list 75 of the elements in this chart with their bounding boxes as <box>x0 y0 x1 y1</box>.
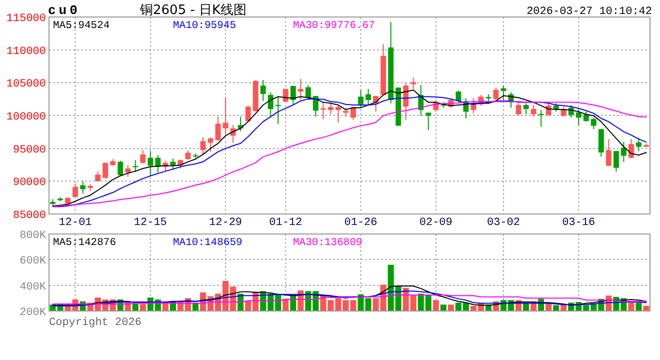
y-tick-label: 400K <box>20 281 46 294</box>
candlestick <box>621 141 626 162</box>
y-tick-label: 800K <box>20 230 46 242</box>
candlestick <box>456 90 462 103</box>
candlestick <box>598 128 604 158</box>
y-tick-label: 115000 <box>6 13 46 25</box>
candlestick <box>538 109 544 128</box>
x-tick-label: 03-02 <box>487 217 520 229</box>
candlestick <box>628 138 634 159</box>
candlestick <box>305 84 311 101</box>
y-tick-label: 110000 <box>6 46 46 58</box>
candlestick <box>260 79 266 102</box>
candlestick <box>268 92 274 116</box>
candlestick <box>403 82 409 121</box>
x-tick-label: 01-26 <box>344 217 378 229</box>
text: MA10:148659 <box>173 237 242 249</box>
text: Copyright 2026 <box>49 317 142 329</box>
candlestick <box>546 102 552 116</box>
x-tick-label: 01-12 <box>269 217 302 229</box>
line-series <box>52 294 647 304</box>
y-tick-label: 85000 <box>12 210 46 222</box>
candlestick <box>275 96 281 125</box>
candlestick <box>636 137 642 152</box>
text: MA5:94524 <box>53 20 110 32</box>
y-tick-label: 90000 <box>12 177 46 190</box>
y-tick-label: 95000 <box>12 144 46 156</box>
chart-title: 铜2605 - 日K线图 <box>139 3 247 18</box>
line-series <box>52 290 647 306</box>
candlestick <box>245 105 251 122</box>
text: MA10:95945 <box>173 20 236 32</box>
candlestick <box>125 164 131 178</box>
candlestick <box>208 136 214 152</box>
x-tick-label: 12-29 <box>209 217 242 229</box>
chart-subtitle: cu0 <box>48 3 80 18</box>
candlestick <box>222 97 228 134</box>
y-tick-label: 200K <box>20 307 46 319</box>
candlestick <box>606 138 612 166</box>
y-tick-label: 100000 <box>6 112 46 124</box>
text: MA30:99776.67 <box>293 20 375 32</box>
candlestick <box>185 150 191 160</box>
candlestick <box>426 112 432 131</box>
candlestick <box>583 111 589 122</box>
x-tick-label: 12-15 <box>134 217 167 229</box>
candlestick <box>80 180 86 194</box>
candlestick <box>576 109 582 126</box>
candlestick <box>613 150 619 172</box>
x-tick-label: 03-16 <box>562 217 596 229</box>
candlestick <box>298 78 304 101</box>
candlestick <box>516 102 522 116</box>
candlestick <box>132 160 138 172</box>
candlestick <box>148 150 154 176</box>
candlestick <box>350 106 356 121</box>
x-tick-label: 12-01 <box>58 217 92 229</box>
candlestick <box>366 88 371 106</box>
candlestick <box>328 102 334 115</box>
candlestick <box>290 85 296 105</box>
y-tick-label: 105000 <box>6 78 46 91</box>
candlestick <box>118 160 124 176</box>
text: MA5:142876 <box>53 237 116 249</box>
annotation: 2026-03-27 10:10:42 <box>526 6 652 18</box>
candlestick <box>155 154 161 173</box>
y-tick-label: 600K <box>20 256 46 268</box>
candlestick <box>358 89 364 108</box>
candlestick <box>72 183 78 198</box>
candlestick <box>215 116 221 142</box>
candlestick <box>493 87 499 101</box>
candlestick <box>102 162 108 180</box>
text: MA30:136809 <box>293 237 362 249</box>
candlestick <box>336 105 341 123</box>
candlestick <box>590 117 596 130</box>
candlestick <box>530 104 536 118</box>
candlestick <box>523 102 529 115</box>
candlestick <box>140 150 146 164</box>
candlestick <box>200 136 206 156</box>
x-tick-label: 02-09 <box>419 217 452 229</box>
